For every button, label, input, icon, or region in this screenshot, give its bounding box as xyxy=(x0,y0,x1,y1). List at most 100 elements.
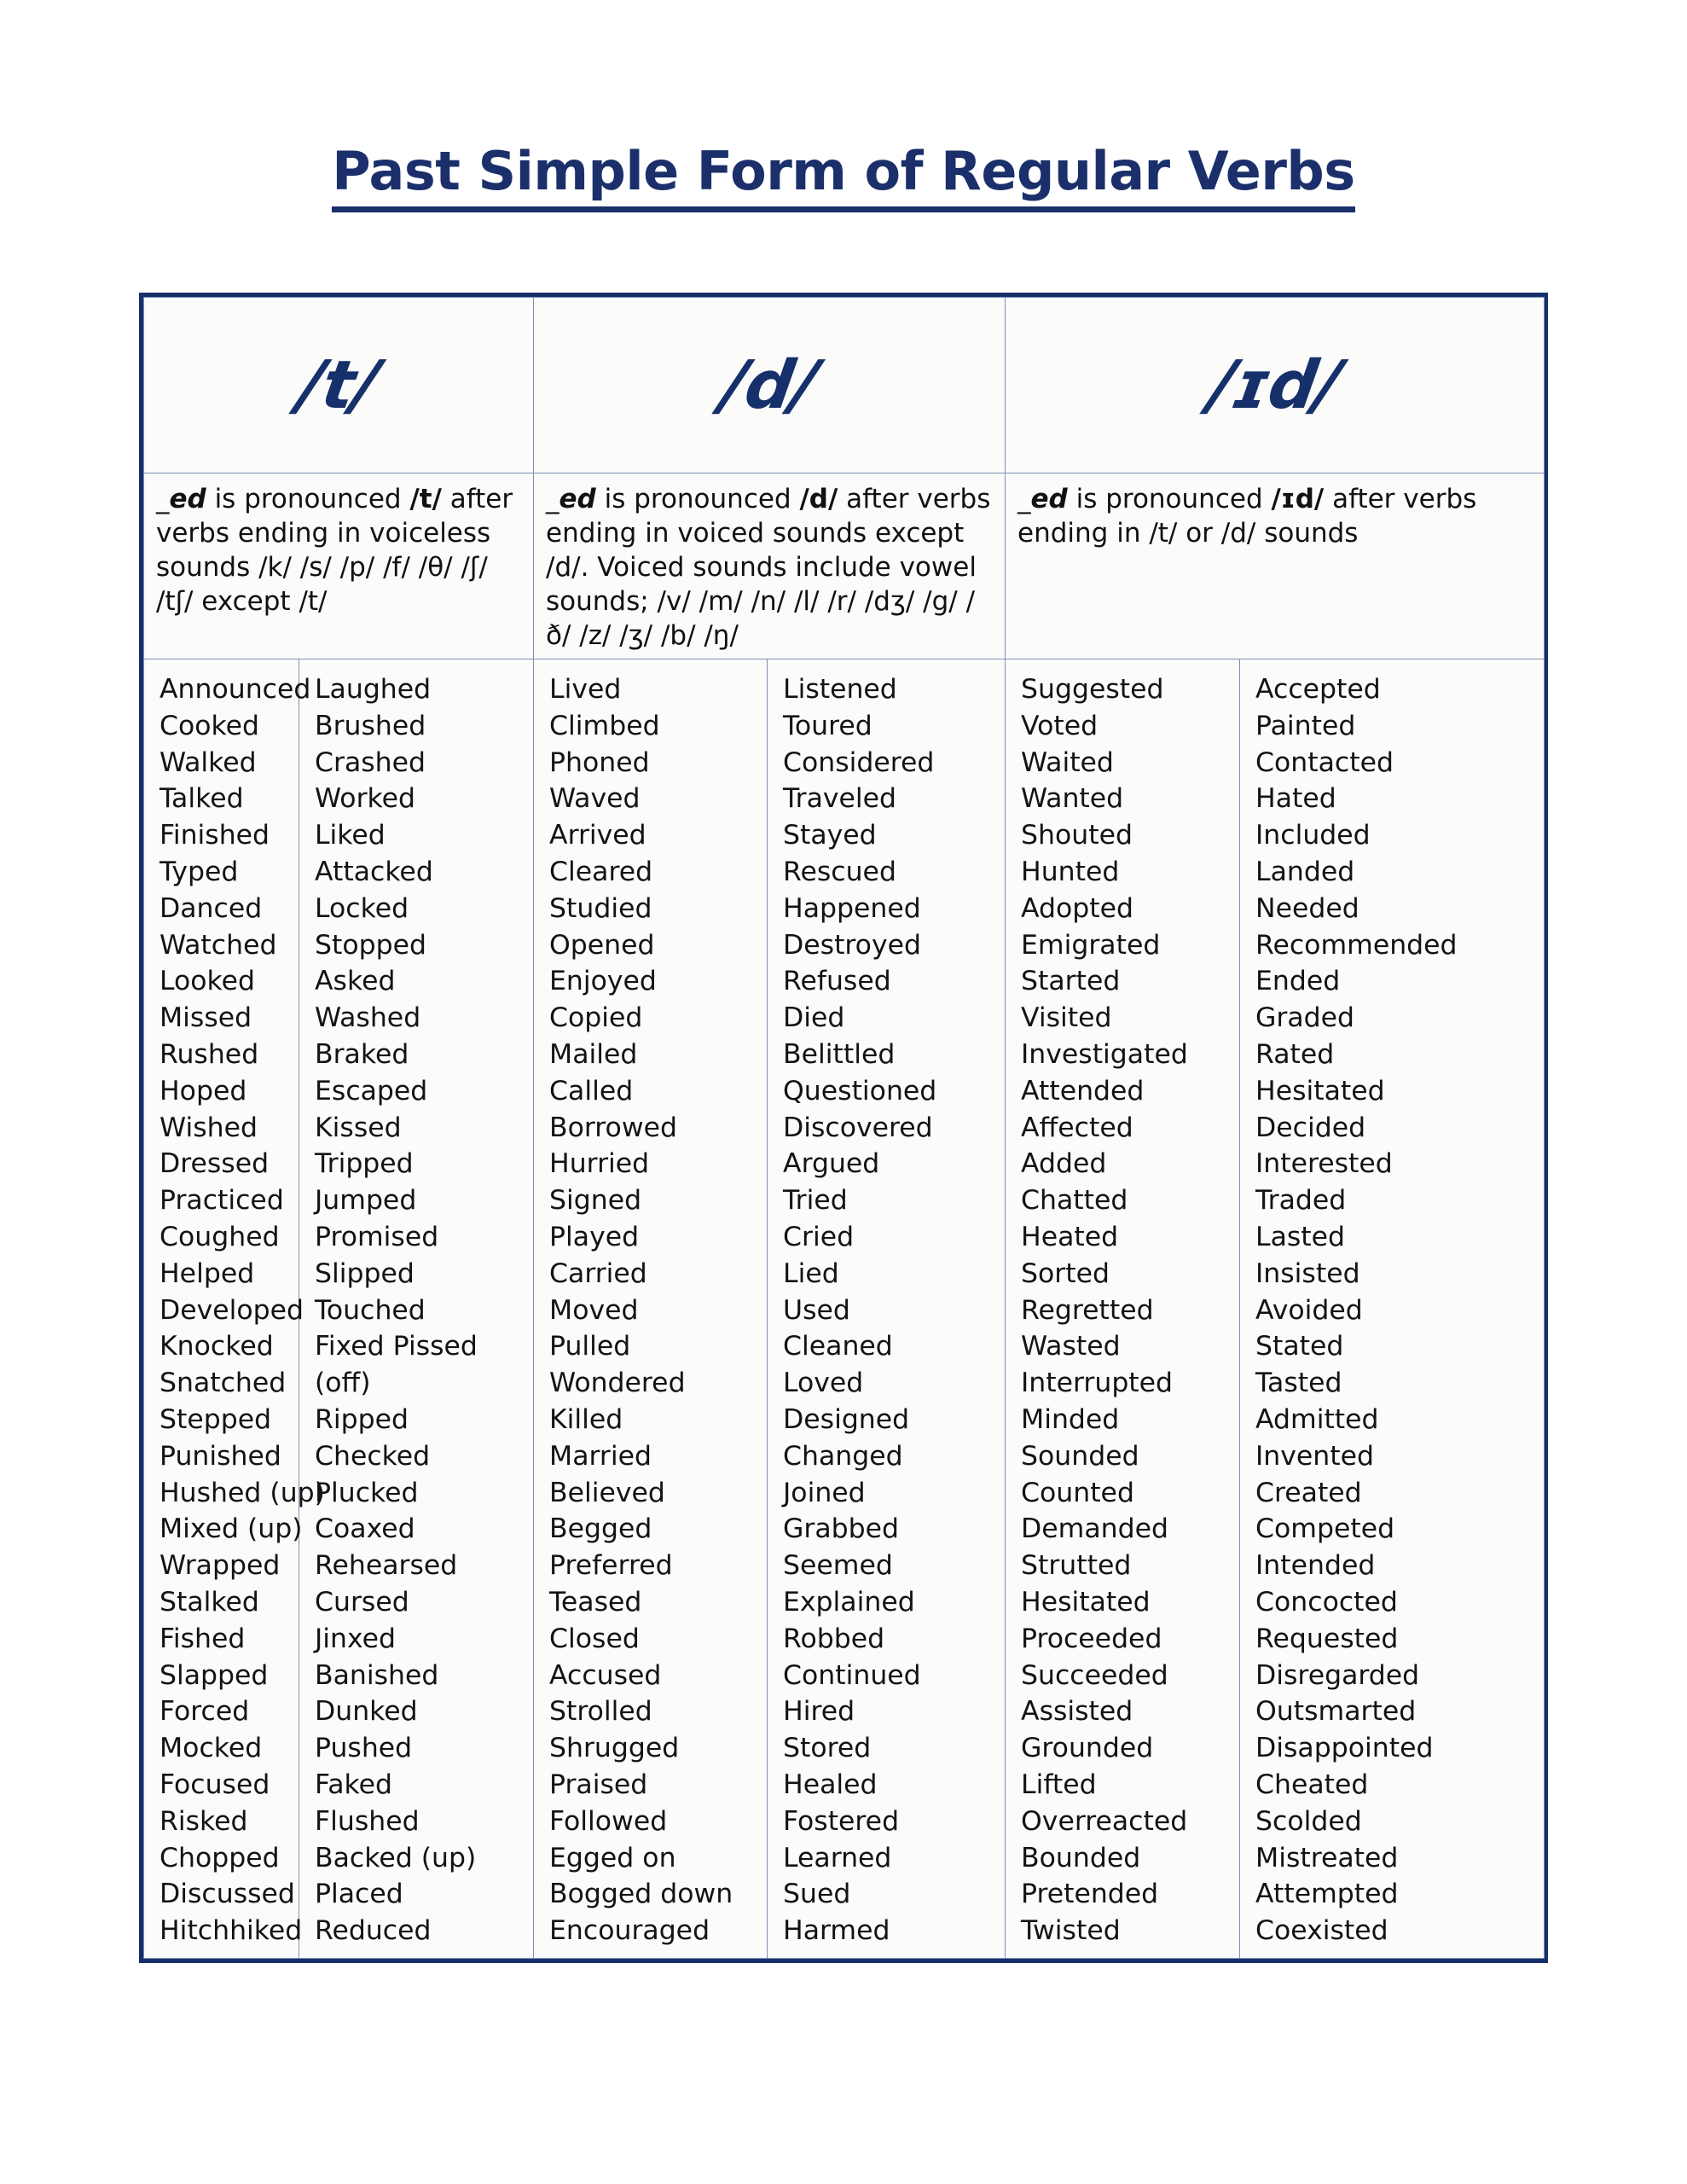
verb-item: Followed xyxy=(549,1805,668,1837)
verb-item: Discussed xyxy=(159,1879,295,1910)
verb-item: Affected xyxy=(1021,1112,1133,1143)
header-cell-id: /ɪd/ xyxy=(1005,297,1545,473)
verb-item: Attempted xyxy=(1255,1879,1399,1910)
verb-item: Attacked xyxy=(315,856,433,887)
verb-item: Locked xyxy=(315,892,409,924)
verb-item: Sued xyxy=(783,1879,851,1910)
verb-column-t-2: Laughed Brushed Crashed Worked Liked Attacked… xyxy=(298,659,535,1959)
verb-item: Hesitated xyxy=(1255,1075,1385,1107)
page-title: Past Simple Form of Regular Verbs xyxy=(332,142,1355,212)
verb-item: Designed xyxy=(783,1403,910,1435)
verb-item: Waited xyxy=(1021,746,1114,778)
verb-item: Interrupted xyxy=(1021,1368,1174,1399)
verb-item: Enjoyed xyxy=(549,966,657,997)
verb-item: Coughed xyxy=(159,1221,280,1252)
verb-item: Touched xyxy=(315,1294,426,1326)
verb-item: Considered xyxy=(783,746,935,778)
verb-item: Jumped xyxy=(315,1185,417,1217)
verb-item: Belittled xyxy=(783,1038,896,1070)
page-title-container: Past Simple Form of Regular Verbs xyxy=(0,142,1687,212)
verb-item: Admitted xyxy=(1255,1403,1379,1435)
desc-rest-d: after verbs ending in voiced sounds exce… xyxy=(546,484,991,651)
verb-item: Stopped xyxy=(315,929,426,961)
verb-item: Voted xyxy=(1021,710,1099,741)
verb-item: Moved xyxy=(549,1294,639,1326)
verb-item: Mistreated xyxy=(1255,1842,1399,1873)
verb-item: Adopted xyxy=(1021,892,1133,924)
verb-item: Played xyxy=(549,1221,640,1252)
verb-item: Sounded xyxy=(1021,1440,1139,1472)
verb-item: Checked xyxy=(315,1440,431,1472)
verb-item: Decided xyxy=(1255,1112,1366,1143)
desc-ed-id: ed xyxy=(1030,484,1068,514)
verb-item: Waved xyxy=(549,783,641,815)
verb-item: Arrived xyxy=(549,820,646,851)
verb-item: Believed xyxy=(549,1477,665,1508)
verb-item: Slapped xyxy=(159,1659,269,1691)
verb-item: Requested xyxy=(1255,1623,1399,1654)
desc-rest-id: after verbs ending in /t/ or /d/ sounds xyxy=(1017,484,1477,549)
verb-item: Harmed xyxy=(783,1915,890,1947)
verb-item: Rehearsed xyxy=(315,1550,458,1582)
description-cell-t: _ed is pronounced /t/ after verbs ending… xyxy=(142,473,535,659)
verb-item: Coaxed xyxy=(315,1513,415,1545)
verb-item: Toured xyxy=(783,710,872,741)
verb-item: Investigated xyxy=(1021,1038,1188,1070)
verb-item: Started xyxy=(1021,966,1121,997)
header-symbol-t: /t/ xyxy=(293,346,384,424)
verb-item: Mocked xyxy=(159,1733,263,1764)
verb-item: Cursed xyxy=(315,1586,409,1618)
verb-list-row: Announced Cooked Walked Talked Finished Typed… xyxy=(143,659,1545,1959)
verb-item: Closed xyxy=(549,1623,640,1654)
verb-list: Suggested Voted Waited Wanted Shouted Hunted A… xyxy=(1006,671,1239,1949)
verb-item: Cried xyxy=(783,1221,855,1252)
verb-item: Ended xyxy=(1255,966,1341,997)
verb-item: Snatched xyxy=(159,1368,287,1399)
verb-item: Escaped xyxy=(315,1075,428,1107)
verb-item: Praised xyxy=(549,1769,648,1800)
verb-item: Contacted xyxy=(1255,746,1394,778)
desc-sound-id: /ɪd/ xyxy=(1271,484,1325,514)
verb-item: Traded xyxy=(1255,1185,1347,1217)
verb-item: Wanted xyxy=(1021,783,1124,815)
verb-item: Strutted xyxy=(1021,1550,1132,1582)
description-cell-d: _ed is pronounced /d/ after verbs ending… xyxy=(533,473,1006,659)
verb-item: Fished xyxy=(159,1623,246,1654)
verb-item: Walked xyxy=(159,746,257,778)
verb-item: Wished xyxy=(159,1112,258,1143)
verb-item: Worked xyxy=(315,783,416,815)
description-cell-id: _ed is pronounced /ɪd/ after verbs endin… xyxy=(1005,473,1545,659)
verb-item: Shrugged xyxy=(549,1733,680,1764)
verb-item: Stepped xyxy=(159,1403,272,1435)
verb-item: Shouted xyxy=(1021,820,1133,851)
verb-item: Flushed xyxy=(315,1805,420,1837)
verb-item: Intended xyxy=(1255,1550,1376,1582)
verb-item: Preferred xyxy=(549,1550,673,1582)
verb-item: Accused xyxy=(549,1659,662,1691)
verb-item: Studied xyxy=(549,892,652,924)
verb-list: Laughed Brushed Crashed Worked Liked Attacked… xyxy=(299,671,533,1949)
verb-item: Painted xyxy=(1255,710,1356,741)
verb-item: Died xyxy=(783,1002,845,1034)
verb-item: Liked xyxy=(315,820,386,851)
verb-item: Pulled xyxy=(549,1331,631,1362)
verb-column-id-1: Suggested Voted Waited Wanted Shouted Hunted A… xyxy=(1005,659,1241,1959)
verb-item: Questioned xyxy=(783,1075,937,1107)
verb-item: Fixed Pissed xyxy=(315,1331,478,1362)
verb-item: Stored xyxy=(783,1733,872,1764)
verb-item: Twisted xyxy=(1021,1915,1121,1947)
verb-item: Wrapped xyxy=(159,1550,281,1582)
verb-item: Visited xyxy=(1021,1002,1112,1034)
verb-item: Invented xyxy=(1255,1440,1374,1472)
verb-item: Destroyed xyxy=(783,929,921,961)
verb-item: Tried xyxy=(783,1185,848,1217)
verb-item: Cleared xyxy=(549,856,653,887)
verb-item: Lived xyxy=(549,674,622,705)
verb-item: Cooked xyxy=(159,710,260,741)
verb-item: Called xyxy=(549,1075,634,1107)
verb-item: Discovered xyxy=(783,1112,933,1143)
verb-item: Rushed xyxy=(159,1038,259,1070)
desc-mid-t: is pronounced xyxy=(206,484,410,514)
verb-item: Grounded xyxy=(1021,1733,1154,1764)
